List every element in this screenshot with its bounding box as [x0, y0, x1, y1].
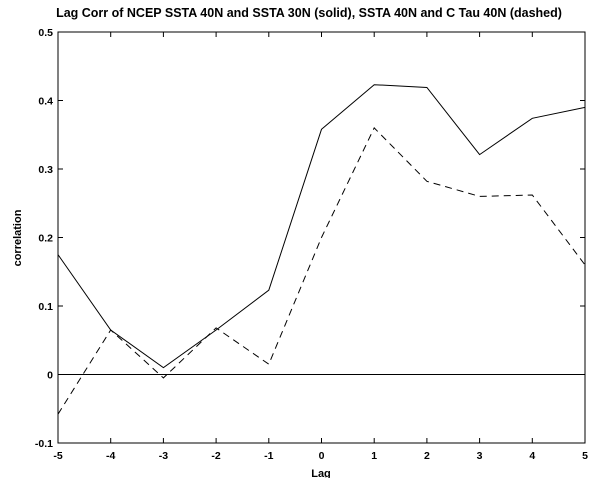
x-tick-label: -3 [159, 450, 168, 462]
y-axis-label: correlation [12, 209, 24, 266]
y-tick-label: 0.1 [38, 301, 53, 313]
y-tick-label: 0.3 [38, 164, 53, 176]
series-layer [57, 84, 586, 415]
x-tick-label: 3 [477, 450, 483, 462]
y-tick-label: 0.4 [38, 96, 53, 108]
y-tick-label: 0 [47, 370, 53, 382]
x-tick-label: 1 [371, 450, 377, 462]
y-tick-label: 0.5 [38, 27, 53, 39]
x-tick-label: -5 [53, 450, 62, 462]
x-tick-label: 4 [529, 450, 535, 462]
y-tick-label: 0.2 [38, 233, 53, 245]
y-axis: -0.1 0 0.1 0.2 0.3 0.4 0.5 [35, 27, 585, 450]
series-line-solid [57, 84, 586, 369]
x-tick-label: 5 [582, 450, 588, 462]
x-tick-label: -2 [211, 450, 220, 462]
x-axis: -5 -4 -3 -2 -1 0 1 2 3 4 5 [53, 32, 588, 462]
x-axis-label: Lag [311, 468, 331, 478]
x-tick-label: 2 [424, 450, 430, 462]
x-tick-label: -1 [264, 450, 273, 462]
x-tick-label: -4 [106, 450, 115, 462]
series-line-dashed [57, 127, 586, 415]
y-tick-label: -0.1 [35, 438, 53, 450]
chart-title: Lag Corr of NCEP SSTA 40N and SSTA 30N (… [56, 6, 562, 20]
x-tick-label: 0 [319, 450, 325, 462]
